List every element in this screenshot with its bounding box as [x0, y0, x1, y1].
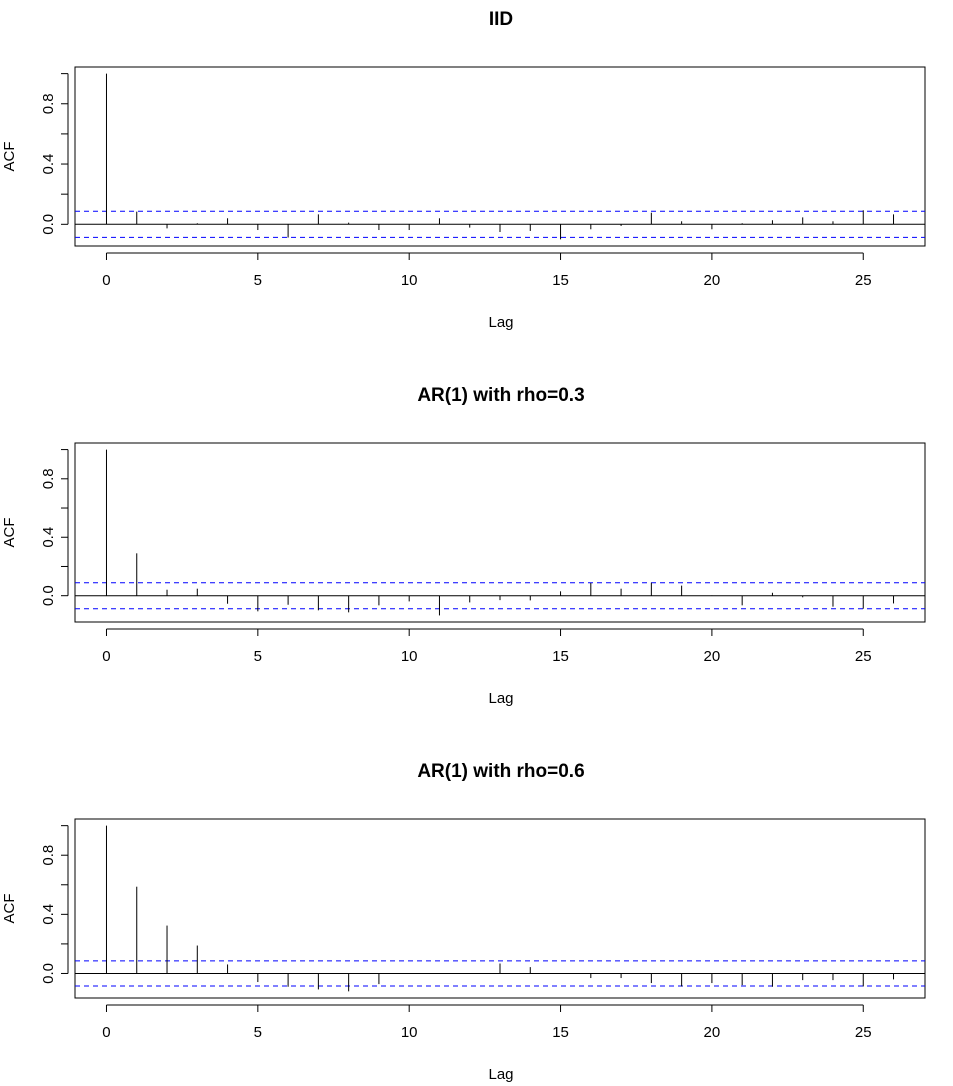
x-tick-label: 10: [401, 1024, 418, 1041]
plot-frame: [74, 66, 926, 247]
plot-frame: [74, 818, 926, 999]
x-tick-label: 15: [552, 272, 569, 289]
chart-title: AR(1) with rho=0.3: [417, 385, 584, 406]
x-tick-label: 5: [254, 648, 262, 665]
x-tick-label: 20: [704, 1024, 721, 1041]
x-tick-label: 0: [102, 272, 110, 289]
x-tick-label: 0: [102, 1024, 110, 1041]
x-tick-label: 5: [254, 272, 262, 289]
x-tick-label: 25: [855, 272, 872, 289]
x-tick-label: 25: [855, 648, 872, 665]
acf-panel-3: AR(1) with rho=0.6 0.0 0.4 0.8 ACF 0 5 10 15 20 25…: [1, 761, 926, 1083]
x-axis-label: Lag: [488, 314, 513, 331]
y-tick-label: 0.4: [40, 904, 57, 925]
x-tick-label: 15: [552, 648, 569, 665]
x-tick-label: 25: [855, 1024, 872, 1041]
y-axis-label: ACF: [1, 518, 18, 548]
y-tick-label: 0.0: [40, 214, 57, 235]
y-tick-label: 0.8: [40, 93, 57, 114]
acf-panel-1: IID 0.0 0.4 0.8 ACF 0 5 10 15 20 25 Lag: [1, 9, 926, 331]
x-axis-label: Lag: [488, 1066, 513, 1083]
x-tick-label: 15: [552, 1024, 569, 1041]
x-tick-label: 0: [102, 648, 110, 665]
chart-title: AR(1) with rho=0.6: [417, 761, 584, 782]
y-tick-label: 0.4: [40, 154, 57, 175]
y-axis-label: ACF: [1, 142, 18, 172]
x-tick-label: 10: [401, 648, 418, 665]
x-tick-label: 5: [254, 1024, 262, 1041]
x-tick-label: 10: [401, 272, 418, 289]
y-tick-label: 0.4: [40, 527, 57, 548]
x-tick-label: 20: [704, 648, 721, 665]
y-axis-label: ACF: [1, 894, 18, 924]
x-tick-label: 20: [704, 272, 721, 289]
x-axis-label: Lag: [488, 690, 513, 707]
y-tick-label: 0.8: [40, 468, 57, 489]
chart-title: IID: [489, 9, 513, 30]
y-tick-label: 0.0: [40, 963, 57, 984]
y-tick-label: 0.8: [40, 845, 57, 866]
plot-frame: [74, 442, 926, 623]
y-tick-label: 0.0: [40, 585, 57, 606]
acf-panel-2: AR(1) with rho=0.3 0.0 0.4 0.8 ACF 0 5 10 15 20 25…: [1, 385, 926, 707]
